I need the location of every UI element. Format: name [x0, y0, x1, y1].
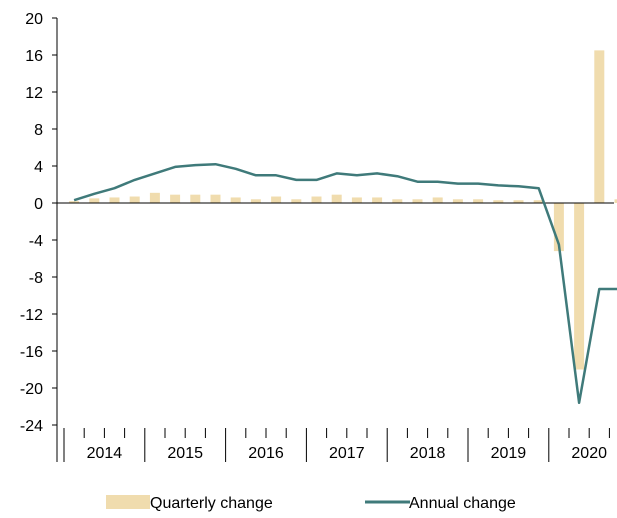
y-tick-label: -12	[20, 307, 43, 324]
legend-item-quarterly: Quarterly change	[106, 495, 273, 512]
quarterly-bar	[69, 201, 80, 203]
quarterly-bar	[271, 196, 282, 203]
y-tick-label: 8	[34, 122, 43, 139]
y-tick-label: 0	[34, 196, 43, 213]
quarterly-bar	[250, 199, 261, 203]
quarterly-bar	[311, 196, 322, 203]
quarterly-bar	[149, 192, 160, 203]
quarterly-bar	[574, 203, 585, 370]
quarterly-bar	[331, 194, 342, 203]
legend-item-annual: Annual change	[365, 495, 516, 512]
quarterly-bar	[553, 203, 564, 252]
quarterly-bar	[129, 196, 140, 203]
x-tick-label: 2020	[571, 445, 607, 462]
axes	[56, 18, 614, 462]
legend-label-annual: Annual change	[409, 495, 516, 512]
x-tick-label: 2017	[329, 445, 365, 462]
x-tick-label: 2018	[410, 445, 446, 462]
y-tick-label: -16	[20, 344, 43, 361]
quarterly-bar	[210, 194, 221, 203]
y-tick-label: -20	[20, 381, 43, 398]
quarterly-bar	[170, 194, 181, 203]
quarterly-bars	[69, 50, 617, 370]
annual-line-series	[73, 162, 617, 405]
legend-label-quarterly: Quarterly change	[150, 495, 273, 512]
x-tick-label: 2015	[167, 445, 203, 462]
x-tick-label: 2016	[248, 445, 284, 462]
quarterly-bar	[372, 197, 383, 203]
quarterly-bar	[351, 197, 362, 203]
quarterly-bar	[614, 199, 617, 203]
quarterly-bar	[89, 198, 100, 203]
y-tick-label: 12	[25, 85, 43, 102]
x-axis-ticks: 2014 2015 2016 2017 2018 2019 2020	[63, 428, 610, 462]
quarterly-bar	[452, 199, 463, 203]
quarterly-bar	[392, 199, 403, 203]
y-tick-label: 4	[34, 159, 43, 176]
y-tick-label: -4	[29, 233, 43, 250]
quarterly-bar	[493, 200, 504, 203]
x-tick-label: 2019	[491, 445, 527, 462]
quarterly-bar	[190, 194, 201, 203]
y-axis-ticks: 20 16 12 8 4 0 -4 -8 -12 -16 -20 -24	[20, 11, 57, 435]
quarterly-bar	[291, 199, 302, 203]
legend-swatch-quarterly	[106, 495, 150, 509]
y-tick-label: 16	[25, 48, 43, 65]
legend: Quarterly change Annual change	[106, 495, 516, 512]
quarterly-bar	[230, 197, 241, 203]
y-tick-label: -8	[29, 270, 43, 287]
quarterly-bar	[109, 197, 120, 203]
y-tick-label: -24	[20, 418, 43, 435]
x-tick-label: 2014	[87, 445, 123, 462]
quarterly-bar	[412, 199, 423, 203]
quarterly-bar	[533, 200, 544, 203]
annual-change-line	[73, 162, 617, 405]
quarterly-bar	[473, 199, 484, 203]
quarterly-bar	[432, 197, 443, 203]
quarterly-bar	[594, 50, 605, 203]
quarterly-bar	[513, 200, 524, 203]
y-tick-label: 20	[25, 11, 43, 28]
